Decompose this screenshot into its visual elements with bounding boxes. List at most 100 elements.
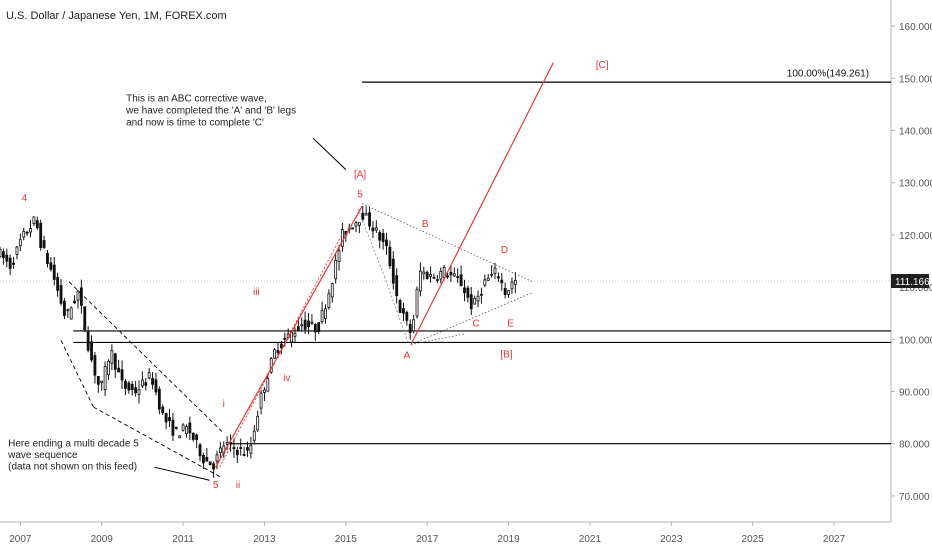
y-tick-label: 140.000 xyxy=(899,127,932,138)
candle-body xyxy=(364,213,368,216)
candle-body xyxy=(442,267,446,278)
candle-body xyxy=(191,432,195,440)
wave-a-dotted-2 xyxy=(384,276,410,345)
candle-body xyxy=(357,222,361,226)
x-tick-label: 2017 xyxy=(416,534,439,545)
candle-body xyxy=(452,273,456,277)
candle-body xyxy=(157,388,161,410)
candle-body xyxy=(513,280,517,285)
candle-body xyxy=(351,227,355,230)
y-tick-label: 160.000 xyxy=(899,22,932,33)
candle-body xyxy=(154,379,158,393)
wave-label: B xyxy=(422,219,429,230)
candle-body xyxy=(8,257,12,269)
candle-body xyxy=(86,331,90,351)
impulse-a-line xyxy=(215,205,363,468)
candle-body xyxy=(202,454,205,464)
candle-body xyxy=(83,306,87,331)
candle-body xyxy=(422,271,426,275)
candle-body xyxy=(473,298,477,305)
candle-body xyxy=(168,416,171,422)
current-price-label: 111.166 xyxy=(895,277,930,288)
candle-body xyxy=(395,275,399,296)
y-tick-label: 70.000 xyxy=(899,492,930,503)
fib-level-label: 100.00%(149.261) xyxy=(787,69,869,80)
candle-body xyxy=(405,312,409,321)
candle-body xyxy=(174,426,178,429)
candle-body xyxy=(300,324,304,327)
candle-body xyxy=(235,449,239,456)
x-tick-label: 2007 xyxy=(9,534,32,545)
candle-body xyxy=(100,380,104,384)
candle-body xyxy=(239,447,243,449)
annotation-5wave-pointer xyxy=(154,466,210,481)
candle-body xyxy=(463,287,466,294)
candle-body xyxy=(327,293,331,308)
candle-body xyxy=(371,227,375,232)
candle-body xyxy=(63,300,66,316)
wave-label: iii xyxy=(253,287,260,298)
annotation-abc-1: This is an ABC corrective wave, xyxy=(126,93,267,104)
wave-label: A xyxy=(404,351,411,362)
annotation-abc-2: we have completed the 'A' and 'B' legs xyxy=(125,105,296,116)
candle-body xyxy=(412,319,416,332)
candle-body xyxy=(381,233,385,242)
y-tick-label: 150.000 xyxy=(899,74,932,85)
candle-body xyxy=(415,288,419,317)
candle-body xyxy=(198,444,202,457)
candle-body xyxy=(15,246,19,255)
candle-body xyxy=(151,378,154,385)
candle-body xyxy=(134,387,138,394)
candle-body xyxy=(59,285,63,304)
candle-body xyxy=(368,212,371,227)
candle-body xyxy=(52,264,56,280)
candle-body xyxy=(242,454,246,456)
candle-body xyxy=(503,287,507,295)
wave-label: i xyxy=(223,399,225,410)
candle-body xyxy=(307,320,310,328)
candle-body xyxy=(388,246,392,267)
candle-body xyxy=(73,300,77,304)
candle-body xyxy=(337,250,341,262)
candle-body xyxy=(42,240,46,248)
candle-body xyxy=(500,279,504,284)
candle-body xyxy=(374,227,378,231)
candle-body xyxy=(188,422,192,434)
candle-body xyxy=(439,270,443,280)
current-price-tag xyxy=(891,274,929,289)
candle-body xyxy=(90,341,93,361)
candle-body xyxy=(456,276,460,278)
annotation-abc-3: and now is time to complete 'C' xyxy=(126,117,264,128)
candle-body xyxy=(408,323,412,333)
wave-a-dotted xyxy=(357,208,385,277)
candle-body xyxy=(215,454,219,462)
candle-body xyxy=(137,389,141,395)
candle-body xyxy=(218,447,222,453)
wave-label: [C] xyxy=(596,60,609,71)
candle-body xyxy=(46,252,49,264)
channel-lower xyxy=(93,406,222,479)
candle-body xyxy=(107,360,110,376)
candle-body xyxy=(56,277,60,291)
candle-body xyxy=(266,378,270,392)
x-tick-label: 2019 xyxy=(497,534,520,545)
candle-body xyxy=(252,430,256,441)
candle-body xyxy=(110,350,114,364)
candle-body xyxy=(181,424,185,431)
candle-body xyxy=(246,447,249,451)
x-tick-label: 2027 xyxy=(823,534,846,545)
candle-body xyxy=(493,267,497,274)
candle-body xyxy=(12,262,15,265)
candle-body xyxy=(39,222,43,248)
wave-label: 4 xyxy=(22,193,28,204)
candle-body xyxy=(93,355,97,376)
candle-body xyxy=(5,254,9,262)
candle-body xyxy=(324,308,327,319)
candle-body xyxy=(195,434,199,440)
candle-body xyxy=(283,337,287,340)
candle-body xyxy=(293,332,297,337)
candle-body xyxy=(391,258,395,284)
candle-body xyxy=(0,249,2,257)
candle-body xyxy=(124,380,127,389)
